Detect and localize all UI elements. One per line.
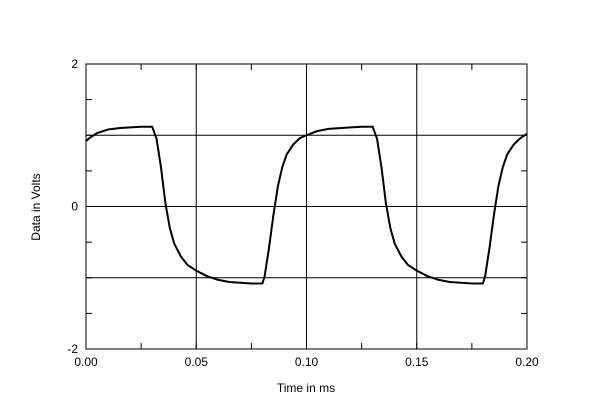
y-tick-label: 2	[71, 57, 78, 71]
y-tick-labels: -2 0 2	[67, 57, 78, 356]
x-tick-label: 0.00	[74, 355, 98, 369]
y-tick-label: 0	[71, 200, 78, 214]
series-line	[85, 125, 528, 285]
x-tick-labels: 0.00 0.05 0.10 0.15 0.20	[74, 355, 539, 369]
x-axis-title: Time in ms	[277, 381, 335, 395]
x-tick-label: 0.20	[515, 355, 539, 369]
grid-lines	[86, 64, 527, 349]
x-tick-label: 0.10	[295, 355, 319, 369]
y-axis-title: Data in Volts	[29, 173, 43, 240]
x-tick-label: 0.15	[405, 355, 429, 369]
x-tick-label: 0.05	[185, 355, 209, 369]
y-tick-label: -2	[67, 342, 78, 356]
